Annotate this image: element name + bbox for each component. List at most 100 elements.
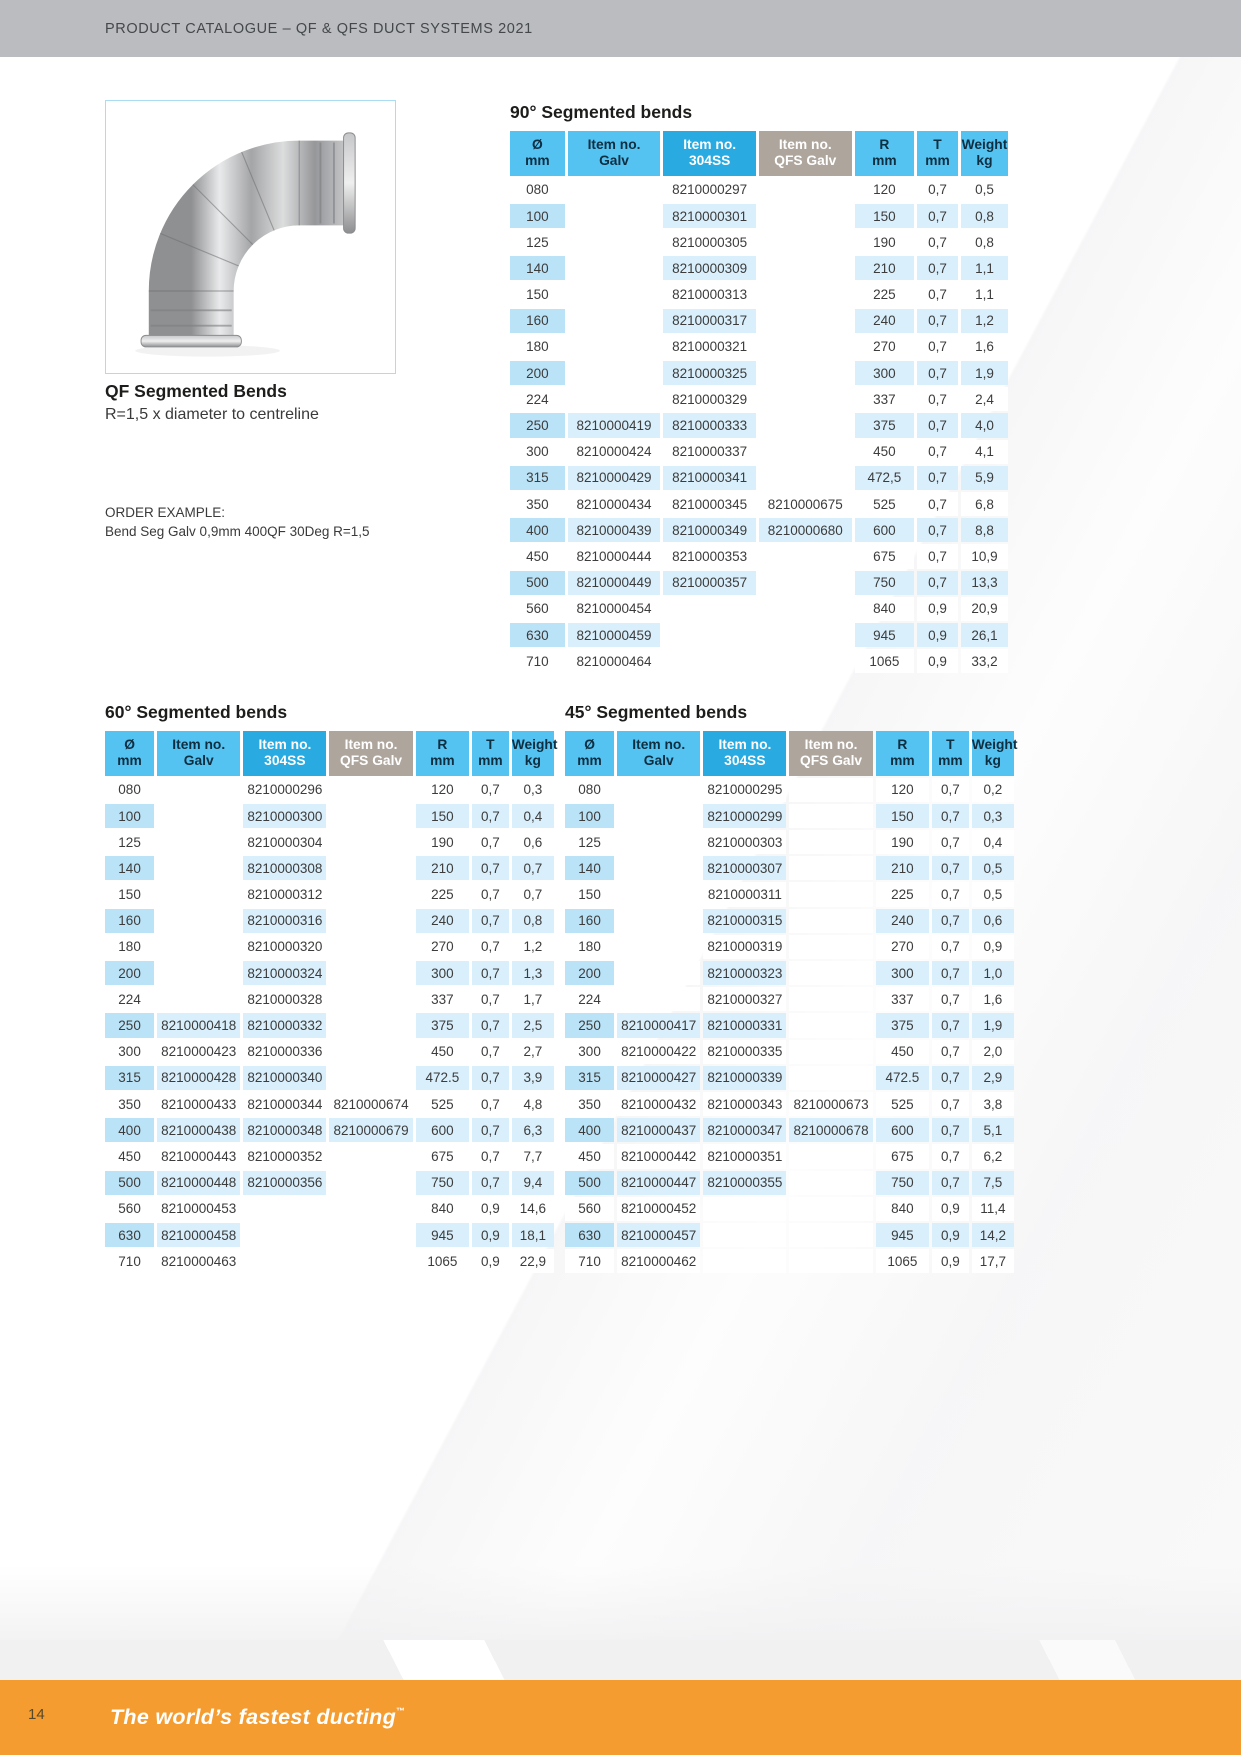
cell-weight: 33,2: [960, 649, 1008, 674]
column-header-item-galv: Item no. Galv: [157, 731, 241, 776]
cell-weight: 0,3: [511, 777, 554, 802]
table-row: 224 8210000327 337 0,7 1,6: [565, 987, 1014, 1012]
cell-item-qfs-galv: 8210000675: [758, 491, 852, 517]
cell-radius: 300: [415, 961, 470, 986]
cell-item-304ss: 8210000300: [243, 803, 327, 829]
cell-item-304ss: 8210000321: [663, 334, 756, 360]
cell-item-qfs-galv: [758, 570, 852, 595]
cell-radius: 675: [875, 1144, 930, 1169]
column-header-item-galv: Item no. Galv: [617, 731, 701, 776]
cell-item-qfs-galv: [758, 282, 852, 307]
cell-item-galv: 8210000434: [567, 491, 661, 517]
cell-diameter: 710: [105, 1249, 155, 1274]
cell-item-qfs-galv: [329, 882, 413, 907]
cell-radius: 190: [415, 830, 470, 855]
cell-item-galv: 8210000448: [157, 1170, 241, 1195]
cell-item-304ss: 8210000303: [703, 830, 787, 855]
table-row: 560 8210000454 840 0,9 20,9: [510, 596, 1008, 621]
cell-item-galv: 8210000427: [617, 1065, 701, 1090]
cell-weight: 1,6: [971, 987, 1014, 1012]
cell-diameter: 100: [510, 203, 565, 229]
cell-item-qfs-galv: [329, 830, 413, 855]
cell-thickness: 0,7: [932, 1039, 969, 1064]
product-photo: [105, 100, 396, 374]
cell-radius: 120: [875, 777, 930, 802]
trademark-symbol: ™: [396, 1706, 406, 1716]
cell-item-galv: 8210000447: [617, 1170, 701, 1195]
cell-item-galv: [157, 882, 241, 907]
cell-item-304ss: 8210000349: [663, 518, 756, 543]
cell-item-304ss: 8210000347: [703, 1118, 787, 1143]
cell-item-qfs-galv: [758, 334, 852, 360]
footer-tagline: The world’s fastest ducting™: [110, 1705, 405, 1730]
cell-weight: 6,3: [511, 1118, 554, 1143]
cell-item-304ss: 8210000305: [663, 230, 756, 255]
cell-item-304ss: 8210000333: [663, 413, 756, 438]
cell-weight: 2,4: [960, 387, 1008, 412]
cell-item-qfs-galv: [789, 1249, 873, 1274]
cell-item-qfs-galv: [329, 1144, 413, 1169]
cell-radius: 525: [415, 1091, 470, 1117]
cell-thickness: 0,7: [917, 308, 958, 333]
table-row: 180 8210000321 270 0,7 1,6: [510, 334, 1008, 360]
cell-item-304ss: [663, 596, 756, 621]
cell-diameter: 250: [105, 1013, 155, 1038]
cell-thickness: 0,7: [917, 203, 958, 229]
table-row: 500 8210000448 8210000356 750 0,7 9,4: [105, 1170, 554, 1195]
table-row: 350 8210000433 8210000344 8210000674 525 0,7 4…: [105, 1091, 554, 1117]
cell-item-galv: [617, 777, 701, 802]
cell-item-galv: [567, 230, 661, 255]
cell-thickness: 0,7: [472, 856, 509, 881]
cell-thickness: 0,7: [932, 961, 969, 986]
cell-item-304ss: 8210000313: [663, 282, 756, 307]
table-row: 250 8210000418 8210000332 375 0,7 2,5: [105, 1013, 554, 1038]
cell-diameter: 125: [510, 230, 565, 255]
cell-thickness: 0,7: [932, 1144, 969, 1169]
cell-radius: 1065: [875, 1249, 930, 1274]
cell-item-qfs-galv: [789, 908, 873, 933]
cell-item-galv: 8210000452: [617, 1196, 701, 1221]
table-row: 400 8210000438 8210000348 8210000679 600 0,7 6…: [105, 1118, 554, 1143]
cell-item-304ss: 8210000340: [243, 1065, 327, 1090]
cell-thickness: 0,7: [917, 361, 958, 386]
cell-radius: 945: [875, 1222, 930, 1248]
cell-radius: 300: [854, 361, 915, 386]
table-row: 630 8210000458 945 0,9 18,1: [105, 1222, 554, 1248]
cell-radius: 840: [854, 596, 915, 621]
table-row: 125 8210000305 190 0,7 0,8: [510, 230, 1008, 255]
footer-tagline-text: The world’s fastest ducting: [110, 1705, 397, 1729]
cell-item-qfs-galv: [789, 961, 873, 986]
cell-radius: 945: [854, 622, 915, 648]
cell-weight: 1,9: [960, 361, 1008, 386]
cell-weight: 1,2: [960, 308, 1008, 333]
cell-item-galv: [567, 203, 661, 229]
cell-diameter: 150: [105, 882, 155, 907]
table-row: 300 8210000422 8210000335 450 0,7 2,0: [565, 1039, 1014, 1064]
cell-item-qfs-galv: 8210000678: [789, 1118, 873, 1143]
column-header-weight: Weight kg: [511, 731, 557, 776]
catalogue-header-title: PRODUCT CATALOGUE – QF & QFS DUCT SYSTEM…: [105, 20, 533, 37]
cell-thickness: 0,9: [932, 1196, 969, 1221]
cell-item-304ss: 8210000309: [663, 256, 756, 281]
cell-item-galv: 8210000454: [567, 596, 661, 621]
cell-diameter: 125: [565, 830, 615, 855]
cell-radius: 600: [875, 1118, 930, 1143]
table-row: 560 8210000452 840 0,9 11,4: [565, 1196, 1014, 1221]
cell-weight: 0,8: [960, 230, 1008, 255]
cell-item-galv: [617, 934, 701, 960]
cell-thickness: 0,9: [472, 1222, 509, 1248]
table-row: 710 8210000463 1065 0,9 22,9: [105, 1249, 554, 1274]
table-row: 400 8210000439 8210000349 8210000680 600 0,7 8…: [510, 518, 1008, 543]
cell-thickness: 0,7: [472, 1091, 509, 1117]
cell-item-galv: [567, 387, 661, 412]
cell-item-304ss: 8210000336: [243, 1039, 327, 1064]
cell-item-304ss: 8210000345: [663, 491, 756, 517]
cell-item-304ss: 8210000316: [243, 908, 327, 933]
cell-item-qfs-galv: [758, 387, 852, 412]
table-row: 300 8210000423 8210000336 450 0,7 2,7: [105, 1039, 554, 1064]
table-row: 250 8210000419 8210000333 375 0,7 4,0: [510, 413, 1008, 438]
table-title-90deg: 90° Segmented bends: [510, 102, 693, 122]
